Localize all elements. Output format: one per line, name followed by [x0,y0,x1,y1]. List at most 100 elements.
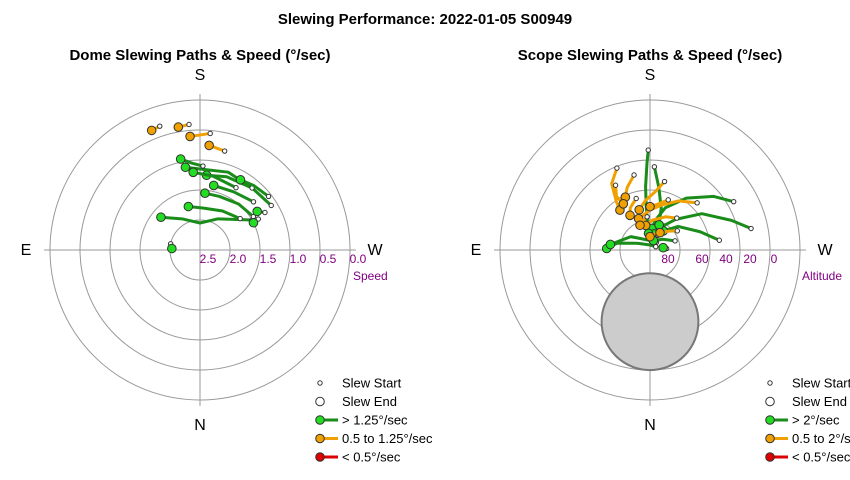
dome-slew-end-marker [185,131,195,142]
scope-slew-start-marker [645,147,651,153]
scope-slew-start-marker [644,214,650,220]
scope-legend-item: Slew End [765,394,847,409]
dome-slew-start-marker [207,130,213,137]
scope-slew-start-marker [633,195,639,202]
scope-slew-path [652,166,663,226]
slew-start-icon [317,380,323,386]
scope-chart-title: Scope Slewing Paths & Speed (°/sec) [518,47,782,64]
scope-slew-start-marker [694,200,700,206]
dome-slew-start-marker [200,163,206,169]
dome-slew-start-marker [157,123,163,129]
dome-compass-bottom: N [194,417,206,434]
scope-slew-path [662,224,720,242]
scope-slew-paths [601,147,754,254]
dome-slew-end-marker [146,125,157,136]
scope-legend-item: > 2°/sec [765,413,840,428]
scope-compass-bottom: N [644,417,656,434]
scope-slew-start-marker [731,198,737,205]
dome-slew-start-marker [262,209,268,216]
dome-legend-label: Slew Start [342,376,402,391]
dome-slew-end-marker [248,217,259,228]
dome-slew-path [239,178,270,198]
dome-compass-left: E [21,242,32,259]
scope-slew-start-marker [631,172,637,178]
slew-end-icon [315,396,325,407]
speed-marker-icon [315,433,325,444]
zenith-blind-spot [600,272,700,372]
dome-legend-label: < 0.5°/sec [342,450,401,465]
scope-slew-end-marker [645,201,655,212]
scope-slew-start-marker [651,164,658,170]
dome-slew-path [204,191,255,218]
speed-marker-icon [765,452,775,462]
dome-chart-title: Dome Slewing Paths & Speed (°/sec) [69,47,330,64]
scope-legend-label: Slew Start [792,376,850,391]
scope-slew-end-marker [618,199,629,209]
dome-slew-start-marker [250,199,257,205]
scope-slew-end-marker [645,231,655,242]
dome-slew-path [192,170,237,189]
scope-radial-tick-label: 80 [661,252,675,266]
scope-legend-label: > 2°/sec [792,413,840,428]
speed-marker-icon [315,452,325,462]
scope-legend-item: 0.5 to 2°/sec [765,431,850,446]
scope-slew-end-marker [634,204,645,215]
speed-marker-icon [315,415,325,425]
dome-slew-start-marker [233,184,239,191]
dome-slew-start-marker [268,202,274,209]
scope-slew-end-marker [625,210,635,221]
dome-legend: Slew Start Slew End > 1.25°/sec 0.5 to 1.25… [315,376,433,465]
scope-slew-path [637,180,666,211]
dome-legend-item: < 0.5°/sec [315,450,401,465]
scope-legend-label: Slew End [792,394,847,409]
dome-radial-axis-label: Speed [353,269,388,283]
scope-radial-ticks: 80 60 40 20 0 [661,252,777,266]
figure-title: Slewing Performance: 2022-01-05 S00949 [278,11,572,28]
scope-panel: Scope Slewing Paths & Speed (°/sec) S E … [471,47,850,465]
dome-radial-tick-label: 0.5 [320,252,337,266]
dome-polar-grid [44,94,356,406]
dome-slew-end-marker [252,206,263,217]
dome-slew-start-marker [186,121,192,128]
dome-slew-end-marker [180,162,191,173]
scope-radial-tick-label: 0 [771,252,778,266]
dome-slew-end-marker [167,243,177,254]
dome-slew-end-marker [156,212,166,223]
dome-slew-end-marker [173,122,184,132]
dome-compass-top: S [195,67,206,84]
dome-slew-end-marker [204,140,214,151]
dome-slew-end-marker [175,154,186,164]
dome-legend-label: > 1.25°/sec [342,413,408,428]
dome-radial-tick-label: 2.0 [230,252,247,266]
scope-slew-start-marker [614,165,620,171]
scope-slew-end-marker [655,227,665,238]
dome-slew-end-marker [235,175,246,185]
dome-legend-label: Slew End [342,394,397,409]
dome-legend-item: Slew End [315,394,397,409]
dome-radial-ticks: 2.5 2.0 1.5 1.0 0.5 0.0 [200,252,367,266]
scope-legend-item: < 0.5°/sec [765,450,850,465]
scope-radial-tick-label: 60 [695,252,709,266]
dome-radial-tick-label: 2.5 [200,252,217,266]
dome-legend-item: 0.5 to 1.25°/sec [315,431,433,446]
scope-compass-top: S [645,67,656,84]
scope-legend-label: < 0.5°/sec [792,450,850,465]
dome-slew-end-marker [188,167,199,178]
dome-slew-path [213,184,255,204]
scope-radial-axis-label: Altitude [802,269,842,283]
dome-slew-path [188,205,241,220]
scope-slew-start-marker [716,237,723,243]
dome-slew-path [160,215,253,225]
scope-slew-path [637,199,698,220]
scope-polar-grid [494,94,806,406]
scope-radial-tick-label: 40 [719,252,733,266]
dome-legend-item: Slew Start [317,376,402,391]
scope-compass-right: W [817,242,833,259]
scope-slew-end-marker [635,220,645,231]
scope-slew-start-marker [612,182,619,188]
dome-slew-start-marker [265,193,272,200]
scope-slew-end-marker [605,239,616,250]
scope-slew-start-marker [674,228,681,234]
speed-marker-icon [765,415,775,425]
